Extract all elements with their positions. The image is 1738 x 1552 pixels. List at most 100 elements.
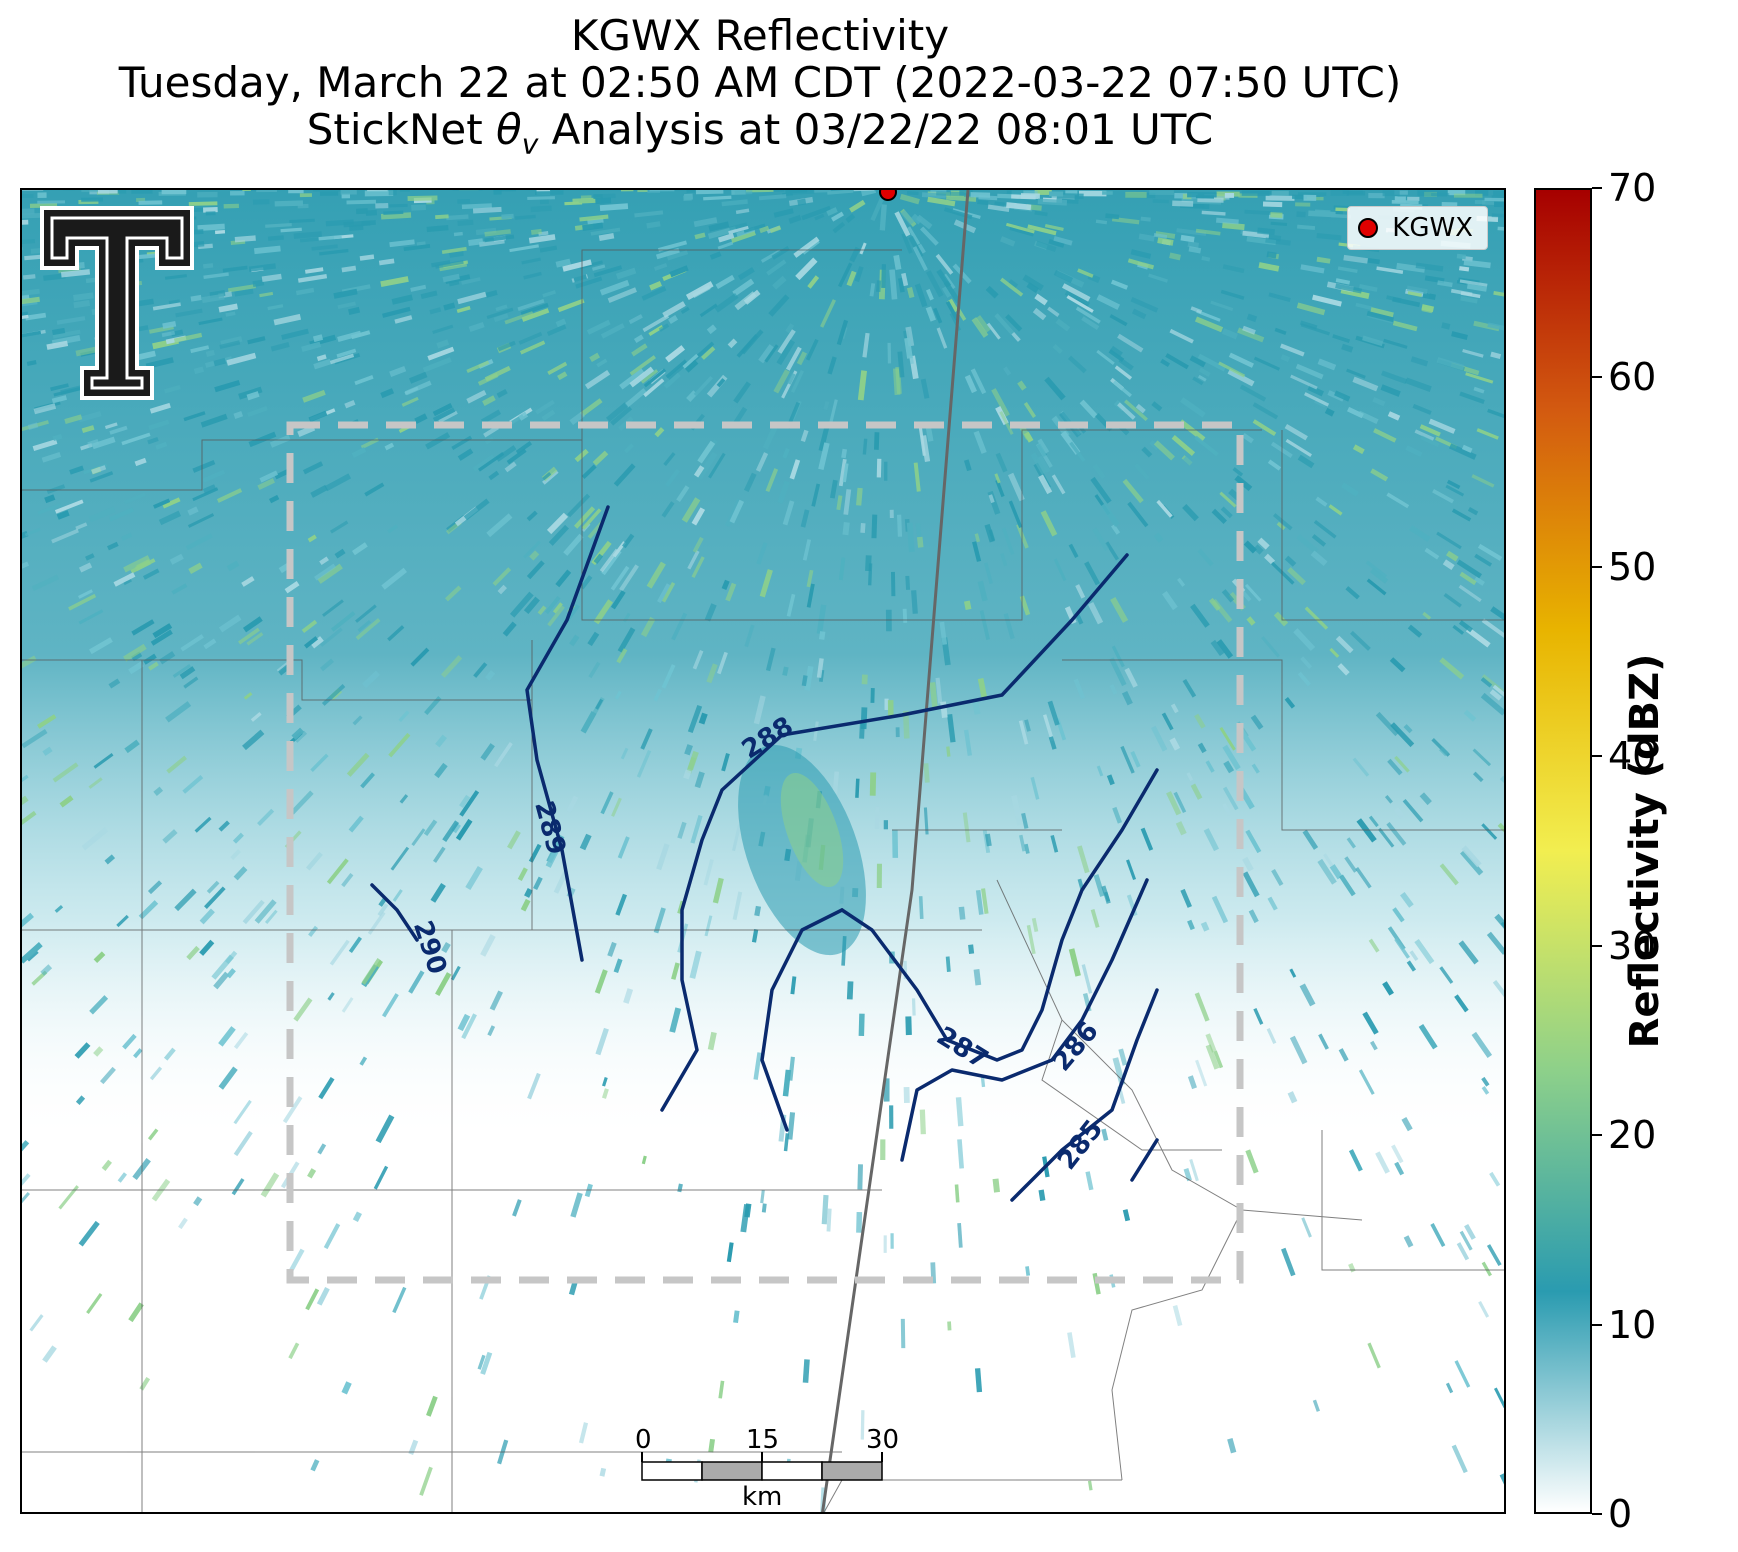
- reflectivity-streak: [1253, 1008, 1264, 1025]
- reflectivity-streak: [46, 484, 66, 495]
- radar-map[interactable]: 289 288 287 286 285 290 KGWX 0 15: [20, 188, 1506, 1514]
- reflectivity-streak: [442, 820, 460, 843]
- reflectivity-streak: [1187, 1075, 1197, 1090]
- reflectivity-streak: [828, 399, 838, 429]
- reflectivity-streak: [947, 298, 959, 313]
- reflectivity-streak: [1026, 924, 1036, 955]
- reflectivity-streak: [22, 190, 44, 191]
- reflectivity-streak: [870, 687, 875, 703]
- reflectivity-streak: [1343, 254, 1368, 264]
- reflectivity-streak: [546, 324, 567, 336]
- reflectivity-streak: [1493, 291, 1504, 298]
- reflectivity-streak: [1219, 491, 1237, 508]
- reflectivity-streak: [1450, 288, 1473, 297]
- reflectivity-streak: [1047, 700, 1060, 726]
- reflectivity-streak: [329, 353, 355, 365]
- reflectivity-streak: [259, 291, 274, 298]
- reflectivity-streak: [461, 1013, 477, 1040]
- reflectivity-streak: [1096, 294, 1121, 310]
- reflectivity-streak: [148, 661, 159, 671]
- reflectivity-streak: [1182, 455, 1193, 466]
- reflectivity-streak: [424, 696, 442, 716]
- reflectivity-streak: [488, 470, 500, 481]
- title-line-3-suffix: Analysis at 03/22/22 08:01 UTC: [538, 105, 1214, 154]
- reflectivity-streak: [975, 889, 984, 915]
- reflectivity-streak: [964, 374, 977, 394]
- reflectivity-streak: [1198, 367, 1211, 377]
- reflectivity-streak: [787, 372, 796, 385]
- reflectivity-streak: [183, 676, 199, 689]
- reflectivity-streak: [485, 290, 498, 298]
- reflectivity-streak: [706, 324, 717, 335]
- reflectivity-streak: [1368, 938, 1380, 953]
- reflectivity-streak: [1200, 921, 1210, 932]
- reflectivity-streak: [704, 915, 713, 937]
- reflectivity-streak: [985, 833, 992, 847]
- reflectivity-streak: [1105, 541, 1120, 561]
- reflectivity-streak: [1323, 853, 1334, 867]
- reflectivity-streak: [1376, 266, 1404, 275]
- reflectivity-streak: [1019, 834, 1026, 852]
- reflectivity-streak: [380, 276, 409, 288]
- reflectivity-streak: [1006, 190, 1024, 194]
- reflectivity-streak: [744, 624, 755, 648]
- reflectivity-streak: [715, 274, 735, 290]
- reflectivity-streak: [1337, 663, 1350, 676]
- reflectivity-streak: [887, 700, 894, 716]
- reflectivity-streak: [802, 1359, 810, 1383]
- reflectivity-streak: [495, 445, 517, 462]
- theta-v-contours: [370, 505, 1159, 1202]
- reflectivity-streak: [389, 239, 415, 248]
- reflectivity-streak: [845, 213, 856, 223]
- reflectivity-streak: [734, 190, 753, 195]
- reflectivity-streak: [213, 357, 227, 367]
- reflectivity-streak: [307, 534, 317, 543]
- reflectivity-streak: [592, 264, 606, 271]
- reflectivity-streak: [518, 411, 529, 421]
- reflectivity-streak: [134, 457, 147, 467]
- reflectivity-streak: [432, 403, 453, 417]
- reflectivity-streak: [435, 214, 449, 220]
- reflectivity-streak: [701, 346, 716, 360]
- reflectivity-streak: [530, 228, 542, 235]
- reflectivity-streak: [897, 351, 905, 378]
- reflectivity-streak: [1367, 1342, 1381, 1369]
- reflectivity-streak: [653, 907, 666, 934]
- colorbar-tick-label: 30: [1608, 923, 1657, 968]
- reflectivity-streak: [567, 493, 591, 518]
- reflectivity-streak: [708, 221, 730, 232]
- reflectivity-streak: [109, 507, 134, 522]
- reflectivity-streak: [178, 1217, 188, 1230]
- reflectivity-streak: [716, 378, 726, 388]
- reflectivity-streak: [357, 619, 372, 632]
- reflectivity-streak: [453, 231, 463, 237]
- reflectivity-streak: [326, 858, 349, 885]
- reflectivity-streak: [628, 314, 643, 325]
- reflectivity-streak: [78, 410, 102, 423]
- reflectivity-streak: [22, 729, 48, 749]
- reflectivity-streak: [1190, 603, 1210, 628]
- contour-286: [900, 878, 1149, 1162]
- reflectivity-streak: [161, 190, 187, 195]
- reflectivity-streak: [1027, 224, 1057, 236]
- reflectivity-streak: [649, 280, 662, 291]
- reflectivity-streak: [267, 304, 284, 311]
- reflectivity-streak: [163, 1047, 176, 1061]
- reflectivity-streak: [1436, 531, 1462, 550]
- reflectivity-streak: [1120, 745, 1135, 774]
- radar-site-marker[interactable]: [879, 190, 897, 201]
- reflectivity-streak: [117, 190, 127, 194]
- reflectivity-streak: [1007, 472, 1025, 502]
- reflectivity-streak: [74, 1042, 91, 1059]
- reflectivity-streak: [743, 223, 766, 233]
- reflectivity-streak: [1329, 864, 1343, 880]
- reflectivity-streak: [547, 361, 568, 376]
- reflectivity-streak: [1221, 589, 1235, 603]
- reflectivity-streak: [806, 569, 814, 588]
- reflectivity-streak: [593, 599, 613, 625]
- reflectivity-streak: [389, 365, 407, 377]
- reflectivity-streak: [610, 565, 630, 591]
- reflectivity-streak: [360, 437, 379, 450]
- reflectivity-streak: [1220, 506, 1233, 519]
- reflectivity-streak: [1310, 550, 1328, 567]
